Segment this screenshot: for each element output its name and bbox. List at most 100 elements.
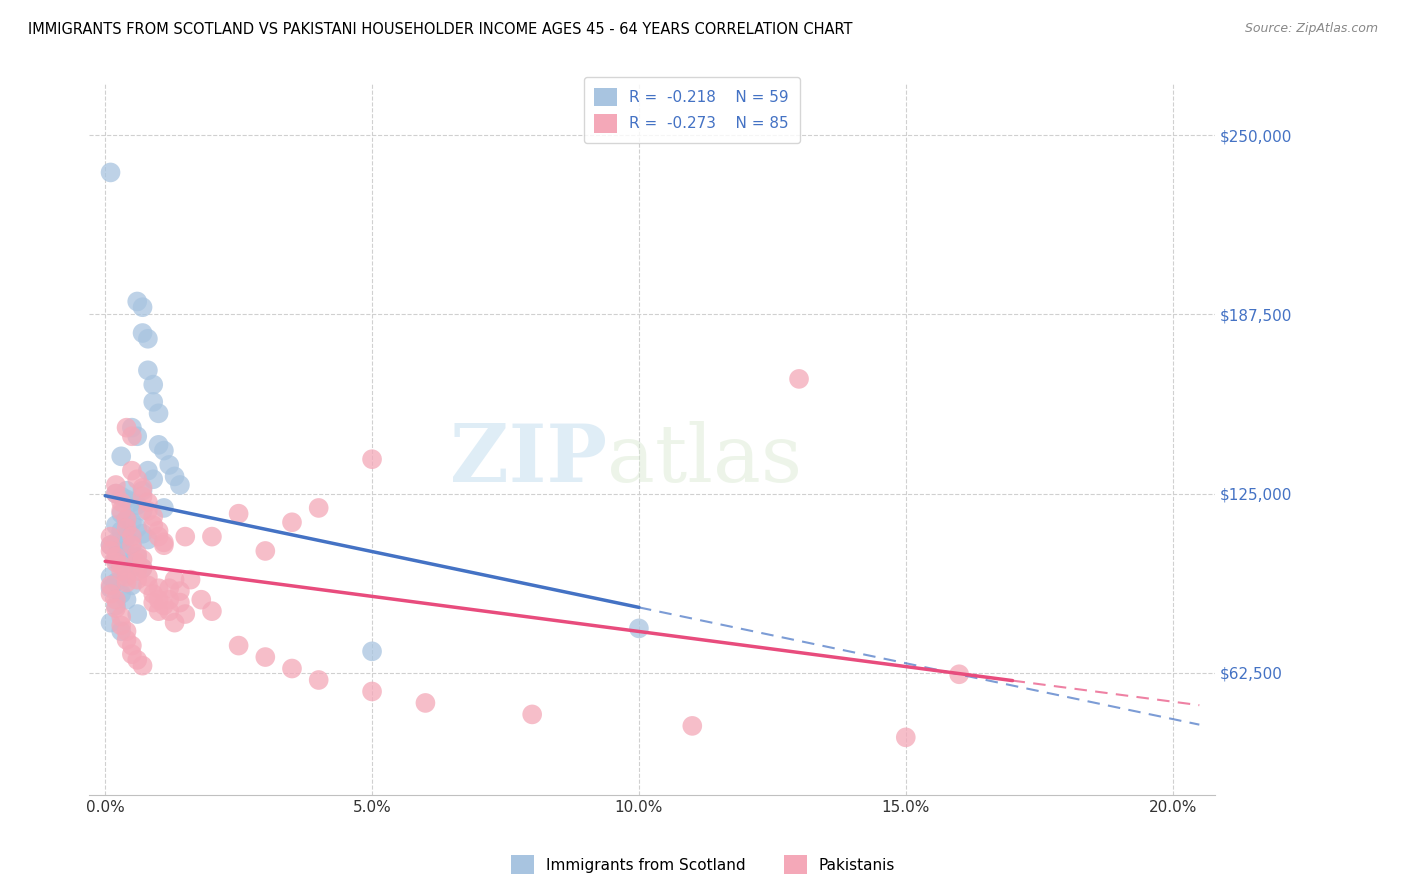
Point (131, 326, 153, 340)
Point (127, 653, 149, 667)
Point (157, 592, 180, 607)
Point (254, 650, 277, 665)
Point (163, 615, 186, 630)
Point (104, 549, 127, 564)
Point (110, 544, 132, 558)
Text: atlas: atlas (607, 421, 803, 500)
Point (131, 526, 153, 541)
Point (228, 507, 250, 521)
Point (136, 533, 159, 547)
Point (163, 469, 186, 483)
Point (100, 587, 122, 601)
Point (110, 504, 132, 518)
Point (308, 673, 330, 687)
Point (169, 596, 191, 610)
Point (110, 624, 132, 639)
Point (104, 486, 127, 500)
Point (110, 450, 132, 464)
Point (104, 535, 127, 549)
Point (169, 584, 191, 599)
Point (228, 639, 250, 653)
Point (308, 500, 330, 515)
Point (136, 570, 159, 584)
Point (361, 452, 384, 467)
Point (201, 530, 224, 544)
Point (104, 478, 127, 492)
Point (104, 556, 127, 570)
Point (110, 558, 132, 573)
Point (110, 610, 132, 624)
Point (121, 464, 143, 478)
Point (153, 443, 176, 458)
Point (361, 644, 384, 658)
Point (148, 406, 170, 420)
Point (131, 481, 153, 495)
Point (174, 530, 197, 544)
Point (153, 599, 176, 613)
Point (127, 573, 149, 587)
Point (142, 518, 165, 533)
Point (121, 538, 143, 552)
Point (121, 420, 143, 434)
Point (136, 363, 159, 377)
Point (148, 524, 170, 538)
Point (131, 552, 153, 566)
Point (100, 544, 122, 558)
Point (104, 518, 127, 533)
Point (121, 647, 143, 661)
Point (127, 549, 149, 564)
Text: ZIP: ZIP (450, 421, 607, 500)
Point (148, 530, 170, 544)
Point (121, 578, 143, 592)
Point (110, 558, 132, 573)
Point (131, 490, 153, 504)
Point (104, 601, 127, 615)
Point (127, 556, 149, 570)
Point (142, 509, 165, 524)
Point (121, 429, 143, 443)
Point (157, 458, 180, 472)
Point (110, 564, 132, 578)
Point (627, 621, 650, 635)
Point (100, 578, 122, 592)
Point (110, 618, 132, 632)
Point (174, 607, 197, 621)
Point (115, 570, 138, 584)
Point (100, 165, 122, 179)
Point (100, 530, 122, 544)
Point (121, 556, 143, 570)
Point (281, 516, 304, 530)
Point (148, 581, 170, 595)
Point (131, 504, 153, 518)
Point (100, 538, 122, 552)
Point (169, 478, 191, 492)
Point (115, 492, 138, 507)
Text: IMMIGRANTS FROM SCOTLAND VS PAKISTANI HOUSEHOLDER INCOME AGES 45 - 64 YEARS CORR: IMMIGRANTS FROM SCOTLAND VS PAKISTANI HO… (28, 22, 852, 37)
Point (148, 592, 170, 607)
Point (127, 521, 149, 535)
Point (115, 624, 138, 639)
Point (115, 575, 138, 590)
Point (136, 464, 159, 478)
Point (163, 573, 186, 587)
Point (100, 570, 122, 584)
Point (110, 524, 132, 538)
Point (104, 599, 127, 613)
Point (127, 547, 149, 561)
Point (110, 507, 132, 521)
Point (104, 575, 127, 590)
Point (142, 596, 165, 610)
Point (115, 632, 138, 647)
Point (254, 544, 277, 558)
Point (948, 667, 970, 681)
Point (104, 552, 127, 566)
Point (100, 538, 122, 552)
Point (153, 500, 176, 515)
Point (153, 538, 176, 552)
Point (153, 535, 176, 549)
Point (127, 472, 149, 486)
Point (121, 495, 143, 509)
Point (131, 300, 153, 314)
Point (104, 486, 127, 500)
Point (131, 561, 153, 575)
